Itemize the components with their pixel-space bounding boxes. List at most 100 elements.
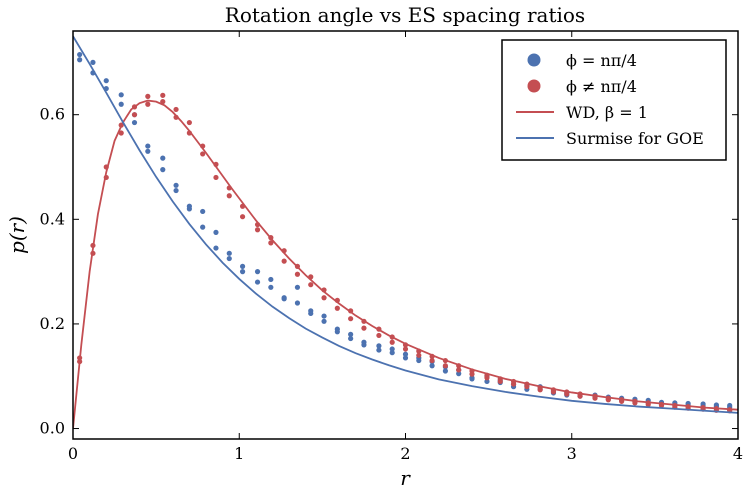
data-point (281, 258, 287, 264)
data-point (118, 101, 124, 107)
data-point (160, 155, 166, 161)
data-point (469, 376, 475, 382)
data-point (131, 112, 138, 118)
data-point (294, 284, 301, 290)
data-point (131, 119, 138, 126)
data-point (160, 99, 166, 105)
chart-title: Rotation angle vs ES spacing ratios (225, 3, 585, 27)
data-point (402, 346, 409, 352)
data-point (186, 119, 192, 126)
data-point (239, 263, 246, 269)
data-point (226, 250, 232, 256)
data-point (456, 371, 462, 377)
data-point (77, 51, 83, 58)
data-point (254, 269, 261, 275)
data-point (103, 78, 109, 84)
data-point (442, 368, 448, 374)
data-point (226, 255, 232, 262)
y-tick-label: 0.2 (40, 314, 65, 333)
data-point (348, 335, 354, 342)
legend-label: WD, β = 1 (566, 103, 648, 122)
x-tick-label: 2 (400, 444, 410, 463)
data-point (145, 143, 151, 149)
data-point (308, 310, 314, 317)
legend-item-1: ϕ ≠ nπ/4 (527, 77, 637, 96)
data-point (361, 325, 367, 331)
data-point (429, 357, 435, 364)
data-point (294, 271, 301, 277)
y-axis-label: p(r) (5, 216, 29, 254)
x-tick-label: 1 (234, 444, 244, 463)
x-tick-label: 3 (567, 444, 577, 463)
data-point (537, 387, 543, 393)
data-point (484, 375, 490, 381)
legend-item-3: Surmise for GOE (516, 129, 704, 148)
data-point (186, 206, 192, 212)
data-point (145, 148, 151, 154)
data-point (361, 342, 367, 348)
axes: 0 1 2 3 4 0.0 0.2 0.4 0.6 (40, 31, 743, 463)
data-point (592, 395, 598, 401)
data-point (348, 331, 354, 337)
y-tick-label: 0.4 (40, 209, 65, 228)
data-point (281, 296, 287, 302)
data-point (577, 393, 583, 399)
data-point (213, 245, 219, 251)
data-point (268, 240, 274, 246)
data-point (145, 93, 151, 99)
data-point (118, 92, 124, 98)
data-point (268, 284, 274, 290)
data-point (254, 279, 261, 285)
data-point (348, 316, 354, 322)
data-point (484, 378, 490, 385)
data-point (376, 343, 382, 349)
data-point (200, 151, 206, 157)
data-point (376, 332, 382, 339)
data-point (213, 174, 219, 181)
data-point (77, 57, 83, 63)
x-axis-label: r (400, 466, 411, 490)
data-point (118, 130, 124, 136)
data-point (334, 305, 340, 311)
data-point (173, 182, 179, 188)
data-point (416, 352, 422, 358)
data-point (429, 363, 435, 369)
data-point (145, 101, 151, 107)
data-point (200, 224, 206, 230)
data-point (497, 378, 503, 385)
data-point (564, 391, 570, 397)
data-point (200, 208, 206, 215)
data-point (389, 339, 395, 345)
data-point (254, 227, 261, 233)
data-point (160, 167, 166, 173)
data-point (321, 295, 327, 301)
chart-marks (73, 35, 738, 429)
data-point (90, 59, 96, 65)
data-point (456, 367, 462, 373)
series-2 (73, 99, 738, 429)
data-point (334, 329, 340, 335)
legend-marker (527, 79, 541, 93)
data-point (402, 355, 409, 361)
y-axis-label-text: p(r) (5, 216, 29, 254)
data-point (389, 350, 395, 356)
legend-item-2: WD, β = 1 (516, 103, 648, 122)
legend: ϕ = nπ/4 ϕ ≠ nπ/4 WD, β = 1 Surmise for GOE (501, 39, 727, 161)
data-point (239, 269, 246, 275)
x-tick-label: 4 (733, 444, 743, 463)
data-point (173, 106, 179, 113)
y-tick-label: 0.6 (40, 105, 65, 124)
series-line (73, 99, 738, 429)
legend-label: ϕ = nπ/4 (566, 51, 637, 70)
data-point (173, 187, 179, 194)
legend-label: Surmise for GOE (566, 129, 704, 148)
data-point (550, 389, 557, 395)
data-point (321, 318, 327, 324)
legend-marker (527, 53, 541, 67)
data-point (308, 282, 314, 288)
data-point (294, 300, 301, 306)
data-point (416, 357, 422, 364)
data-point (160, 92, 166, 98)
series-line (73, 35, 738, 414)
